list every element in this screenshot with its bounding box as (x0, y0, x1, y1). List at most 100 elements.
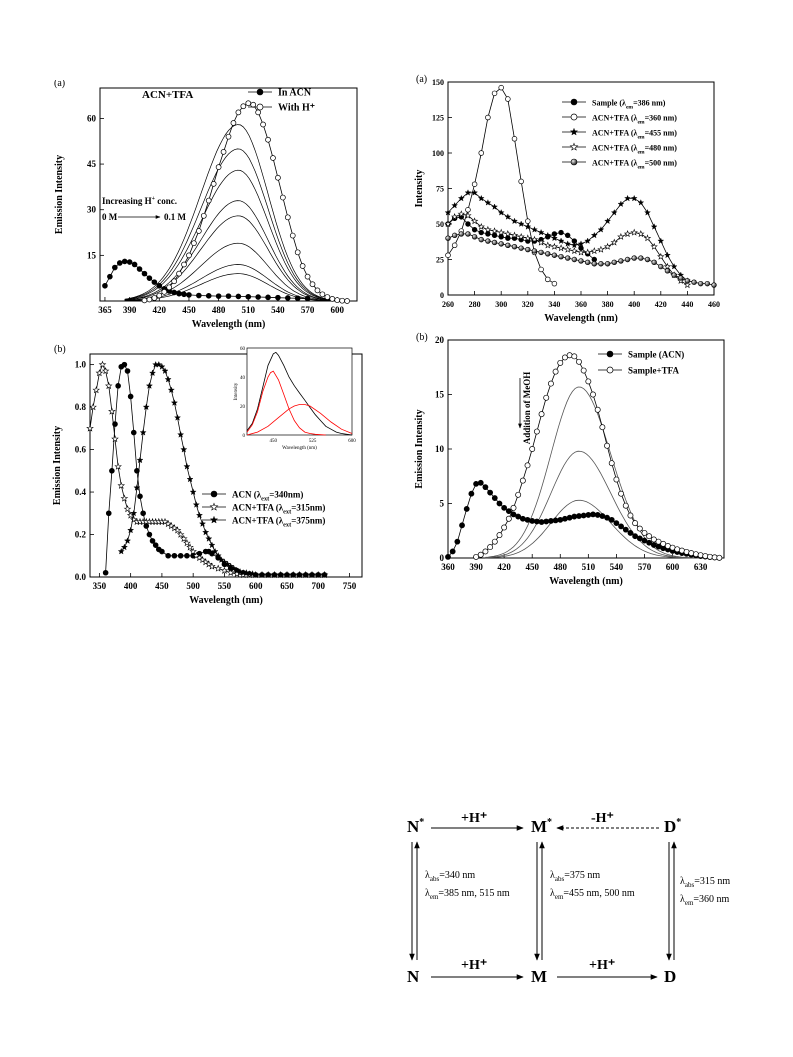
data-point (199, 520, 207, 527)
data-point (485, 231, 491, 237)
legend-tail: =480 nm) (645, 144, 678, 153)
legend-item: ACN+TFA (λem=480 nm) (562, 142, 678, 156)
data-point (344, 298, 350, 304)
series-sample-acn- (445, 479, 723, 561)
data-point (637, 230, 645, 238)
x-tick-label: 340 (548, 300, 560, 309)
data-point (524, 234, 532, 242)
data-point (294, 249, 301, 256)
data-point (496, 532, 503, 539)
x-tick-label: 510 (582, 562, 596, 572)
data-point (565, 232, 571, 239)
x-tick-label: 460 (708, 300, 720, 309)
d-em-label: λem=360 nm (680, 894, 730, 907)
plot-frame (447, 339, 725, 559)
legend-tail: =340nm) (269, 490, 303, 500)
x-tick-label: 630 (694, 562, 708, 572)
legend-sub: em (626, 105, 633, 111)
n-em-label: λem=385 nm, 515 nm (425, 888, 510, 901)
data-point (651, 259, 657, 266)
data-point (550, 242, 559, 250)
data-point (646, 539, 653, 546)
data-point (134, 468, 140, 474)
data-point (637, 199, 645, 206)
data-point (576, 358, 582, 365)
chart-bottom-right-emission: 360 390 420 450 480 510 540 570 600 63005101520Wa… (414, 332, 725, 587)
data-point (632, 533, 639, 540)
data-point (471, 226, 478, 233)
legend-tail: =386 nm) (633, 99, 666, 108)
data-point (477, 479, 484, 486)
data-point (692, 551, 699, 558)
data-point (491, 495, 498, 501)
data-point (594, 512, 601, 518)
legend-sub: ext (261, 496, 270, 503)
data-point (224, 560, 232, 568)
legend-text: ACN (λ (232, 490, 262, 500)
data-point (117, 481, 125, 489)
data-point (613, 476, 620, 483)
data-point (610, 238, 618, 246)
label-bottom-left-arrow: +H⁺ (461, 958, 487, 973)
data-point (491, 90, 498, 97)
inset-series-line (246, 404, 353, 436)
data-point (191, 240, 197, 247)
data-point (211, 547, 219, 555)
data-point (468, 490, 475, 497)
data-point (105, 510, 112, 517)
data-point (98, 360, 107, 368)
data-point (577, 240, 585, 247)
data-point (524, 516, 531, 523)
y-tick-label: 0.8 (75, 402, 87, 412)
data-point (186, 543, 194, 551)
legend-item: Sample (λem=386 nm) (562, 99, 666, 111)
data-point (177, 431, 185, 438)
data-point (504, 230, 512, 238)
data-point (183, 462, 191, 470)
data-point (505, 96, 511, 102)
x-tick-label: 570 (638, 562, 652, 572)
data-point (482, 548, 489, 555)
data-point (576, 513, 582, 519)
methanol-annotation: Addition of MeOH (522, 372, 532, 445)
data-point (200, 212, 207, 219)
data-point (597, 226, 605, 233)
x-tick-label: 380 (602, 300, 614, 309)
data-point (505, 242, 511, 249)
inset-y-tick-label: 60 (240, 347, 246, 352)
legend-text: ACN+TFA (λ (232, 516, 284, 526)
data-point (630, 228, 638, 236)
data-point (130, 509, 138, 517)
data-point (159, 548, 165, 555)
data-point (209, 550, 215, 557)
data-point (590, 511, 596, 518)
plot-frame (89, 353, 363, 578)
data-point (584, 259, 591, 266)
x-axis-label: Wavelength (nm) (189, 595, 263, 606)
data-point (180, 534, 188, 543)
data-point (121, 361, 128, 368)
m-em-label: λem=455 nm, 500 nm (550, 888, 635, 901)
data-point (478, 229, 484, 236)
data-point (121, 258, 128, 265)
data-point (570, 241, 578, 249)
data-point (294, 295, 301, 302)
x-tick-label: 420 (655, 300, 667, 309)
data-point (95, 369, 104, 377)
data-point (89, 403, 97, 411)
legend-text: ACN+TFA (λ (592, 129, 638, 138)
node-n: N (407, 967, 420, 986)
data-point (487, 544, 494, 551)
y-tick-label: 0.2 (75, 530, 87, 540)
x-tick-label: 365 (98, 305, 112, 315)
y-tick-label: 50 (436, 220, 444, 229)
data-point (260, 121, 266, 128)
x-tick-label: 450 (182, 305, 196, 315)
data-point (636, 525, 643, 532)
data-point (537, 238, 545, 246)
data-point (538, 266, 544, 273)
data-point (189, 488, 197, 496)
data-point (265, 136, 271, 143)
data-point (641, 529, 648, 536)
data-point (176, 290, 182, 297)
